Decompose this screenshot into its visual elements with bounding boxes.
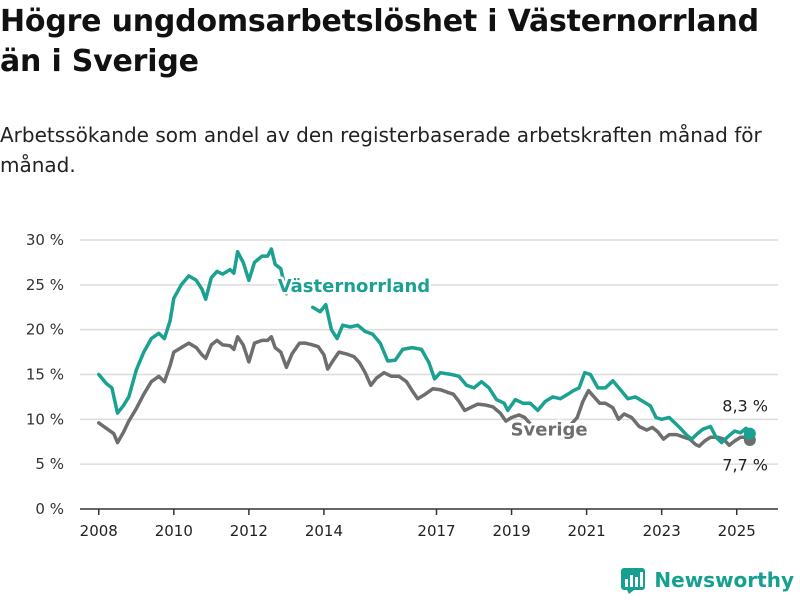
chart-subtitle: Arbetssökande som andel av den registerb… xyxy=(0,123,762,177)
x-tick-label: 2023 xyxy=(643,522,681,540)
brand-logo: Newsworthy xyxy=(620,566,794,594)
y-tick-label: 30 % xyxy=(26,231,64,249)
x-tick-label: 2008 xyxy=(80,522,118,540)
series-line-sverige xyxy=(97,335,538,445)
newsworthy-logo-icon xyxy=(621,568,646,594)
y-axis-ticks: 0 % 5 % 10 % 15 % 20 % 25 % 30 % xyxy=(26,231,64,518)
y-tick-label: 20 % xyxy=(26,321,64,339)
series-label-vasternorrland: Västernorrland xyxy=(278,276,430,297)
x-tick-label: 2012 xyxy=(230,522,268,540)
x-tick-label: 2021 xyxy=(568,522,606,540)
line-chart: 0 %5 %10 %15 %20 %25 %30 % 2008 2010 2012 2… xyxy=(26,231,778,540)
series-label-sverige: Sverige xyxy=(511,419,588,440)
x-tick-label: 2014 xyxy=(305,522,343,540)
end-point-vasternorrland xyxy=(743,427,756,440)
series-lines xyxy=(97,247,756,448)
series-line-vasternorrland xyxy=(97,247,289,415)
series-line-vasternorrland xyxy=(310,302,752,445)
chart-title: Högre ungdomsarbetslöshet i Västernorrla… xyxy=(0,4,759,79)
y-tick-label: 10 % xyxy=(26,410,64,428)
y-tick-label: 0 % xyxy=(35,500,64,518)
y-tick-label: 25 % xyxy=(26,276,64,294)
series-labels: Västernorrland Sverige 8,3 % 7,7 % xyxy=(275,274,768,475)
x-axis-ticks: 2008 2010 2012 2014 2017 2019 2021 2023 2025 xyxy=(80,509,756,540)
brand-name: Newsworthy xyxy=(654,568,794,592)
y-tick-label: 15 % xyxy=(26,366,64,384)
x-tick-label: 2019 xyxy=(492,522,530,540)
x-tick-label: 2017 xyxy=(417,522,455,540)
end-value-sverige: 7,7 % xyxy=(722,455,768,474)
y-tick-label: 5 % xyxy=(35,455,64,473)
x-tick-label: 2025 xyxy=(718,522,756,540)
grid-layer xyxy=(80,239,778,510)
x-tick-label: 2010 xyxy=(155,522,193,540)
end-value-vasternorrland: 8,3 % xyxy=(722,396,768,415)
